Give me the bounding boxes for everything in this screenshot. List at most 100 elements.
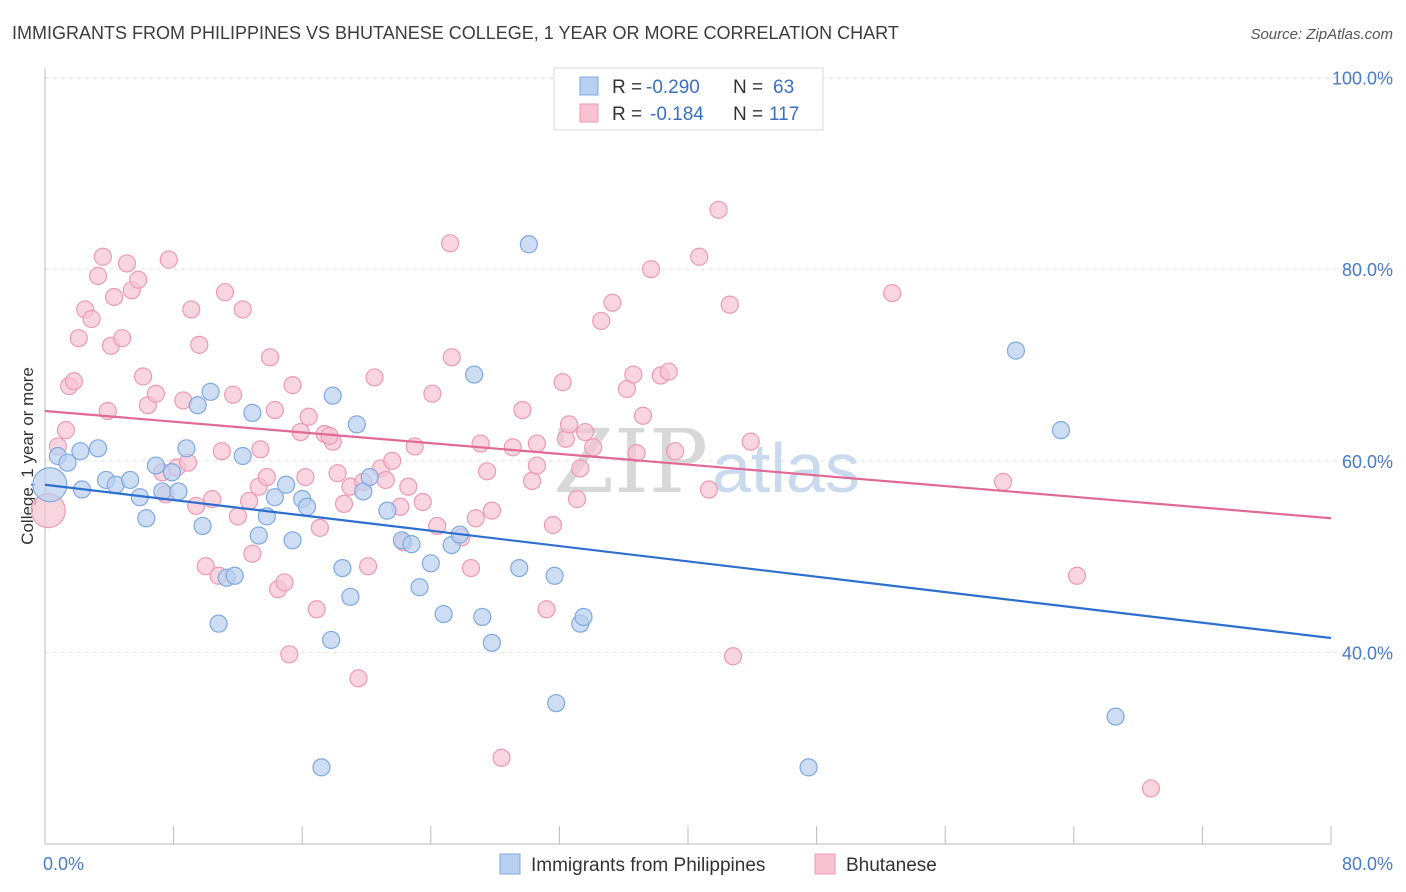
chart-source: Source: ZipAtlas.com bbox=[1250, 26, 1393, 43]
philippines-point bbox=[209, 614, 228, 633]
bhutanese-point bbox=[240, 491, 259, 511]
bhutanese-point bbox=[383, 451, 402, 470]
legend-n-value: 63 bbox=[773, 77, 794, 98]
philippines-point bbox=[322, 630, 341, 650]
bhutanese-point bbox=[522, 471, 542, 491]
bhutanese-point bbox=[328, 464, 347, 483]
bhutanese-point bbox=[741, 432, 760, 451]
bhutanese-point bbox=[275, 573, 294, 592]
philippines-point bbox=[146, 456, 166, 475]
chart-title: IMMIGRANTS FROM PHILIPPINES VS BHUTANESE… bbox=[12, 23, 899, 43]
bhutanese-point bbox=[260, 348, 280, 367]
philippines-point bbox=[574, 607, 593, 627]
bhutanese-point bbox=[299, 407, 318, 426]
philippines-point bbox=[323, 386, 342, 405]
bhutanese-point bbox=[461, 558, 481, 578]
bhutanese-point bbox=[482, 501, 501, 520]
philippines-point bbox=[1051, 421, 1071, 440]
bhutanese-point bbox=[146, 384, 166, 403]
philippines-point bbox=[547, 694, 566, 713]
bhutanese-point bbox=[334, 494, 354, 514]
philippines-point bbox=[312, 758, 331, 777]
bhutanese-point bbox=[603, 293, 622, 312]
bhutanese-point bbox=[723, 647, 743, 666]
philippines-point bbox=[225, 566, 244, 585]
philippines-point bbox=[233, 446, 252, 466]
bhutanese-point bbox=[159, 250, 178, 269]
bhutanese-point bbox=[105, 287, 124, 307]
legend-box bbox=[553, 67, 824, 131]
legend-swatch-philippines bbox=[579, 76, 599, 96]
bhutanese-point bbox=[690, 247, 709, 266]
bhutanese-point bbox=[993, 472, 1013, 491]
philippines-point bbox=[421, 554, 440, 573]
series-legend: Immigrants from Philippines Bhutanese bbox=[499, 853, 937, 876]
philippines-point bbox=[402, 535, 421, 554]
philippines-point bbox=[465, 365, 484, 384]
philippines-point bbox=[378, 501, 397, 520]
philippines-point bbox=[177, 439, 196, 458]
philippines-point bbox=[347, 415, 366, 434]
bhutanese-point bbox=[212, 442, 231, 461]
philippines-point bbox=[297, 497, 317, 516]
bhutanese-point bbox=[624, 365, 643, 384]
series-swatch-bhutanese bbox=[814, 853, 836, 875]
philippines-point bbox=[265, 488, 284, 507]
bhutanese-point bbox=[503, 438, 522, 457]
y-tick-label: 40.0% bbox=[1342, 643, 1393, 663]
bhutanese-point bbox=[492, 748, 511, 767]
bhutanese-point bbox=[423, 384, 442, 403]
bhutanese-point bbox=[215, 283, 235, 302]
bhutanese-point bbox=[537, 600, 556, 619]
series-label-bhutanese: Bhutanese bbox=[846, 855, 937, 876]
legend-r-value: -0.290 bbox=[646, 77, 700, 98]
bhutanese-point bbox=[659, 362, 678, 381]
bhutanese-point bbox=[196, 557, 215, 576]
legend-n-label: N = bbox=[733, 104, 763, 125]
bhutanese-point bbox=[133, 367, 153, 386]
bhutanese-point bbox=[310, 518, 329, 537]
philippines-points bbox=[32, 235, 1125, 777]
legend-swatch-bhutanese bbox=[579, 103, 599, 123]
bhutanese-point bbox=[553, 373, 572, 392]
bhutanese-point bbox=[1141, 779, 1161, 798]
bhutanese-point bbox=[633, 406, 653, 425]
philippines-point bbox=[277, 475, 296, 494]
bhutanese-point bbox=[1067, 566, 1087, 585]
bhutanese-point bbox=[442, 348, 461, 367]
trend-lines bbox=[44, 409, 1332, 640]
bhutanese-point bbox=[576, 422, 595, 442]
y-tick-label: 80.0% bbox=[1342, 260, 1393, 280]
bhutanese-point bbox=[117, 254, 137, 273]
bhutanese-point bbox=[265, 400, 284, 420]
philippines-point bbox=[201, 382, 220, 401]
bhutanese-point bbox=[399, 477, 418, 496]
bhutanese-point bbox=[190, 335, 209, 354]
x-axis-ticks bbox=[44, 826, 1332, 844]
bhutanese-point bbox=[571, 459, 590, 478]
philippines-point bbox=[519, 235, 538, 254]
philippines-point bbox=[1006, 341, 1026, 360]
bhutanese-point bbox=[93, 247, 112, 266]
bhutanese-point bbox=[543, 515, 563, 535]
philippines-point bbox=[162, 463, 182, 482]
bhutanese-point bbox=[349, 669, 368, 688]
bhutanese-point bbox=[471, 434, 490, 453]
philippines-point bbox=[360, 467, 379, 487]
philippines-point bbox=[193, 516, 212, 536]
philippines-point bbox=[121, 470, 140, 490]
bhutanese-point bbox=[709, 200, 728, 219]
bhutanese-point bbox=[233, 300, 252, 319]
bhutanese-point bbox=[187, 496, 206, 515]
philippines-point bbox=[434, 604, 453, 624]
philippines-point bbox=[58, 453, 77, 472]
bhutanese-point bbox=[477, 462, 497, 481]
bhutanese-point bbox=[527, 456, 546, 475]
bhutanese-point bbox=[56, 421, 75, 440]
series-label-philippines: Immigrants from Philippines bbox=[531, 855, 765, 876]
philippines-point bbox=[188, 396, 207, 415]
bhutanese-point bbox=[257, 467, 276, 487]
bhutanese-point bbox=[440, 234, 460, 253]
philippines-point bbox=[341, 587, 360, 606]
